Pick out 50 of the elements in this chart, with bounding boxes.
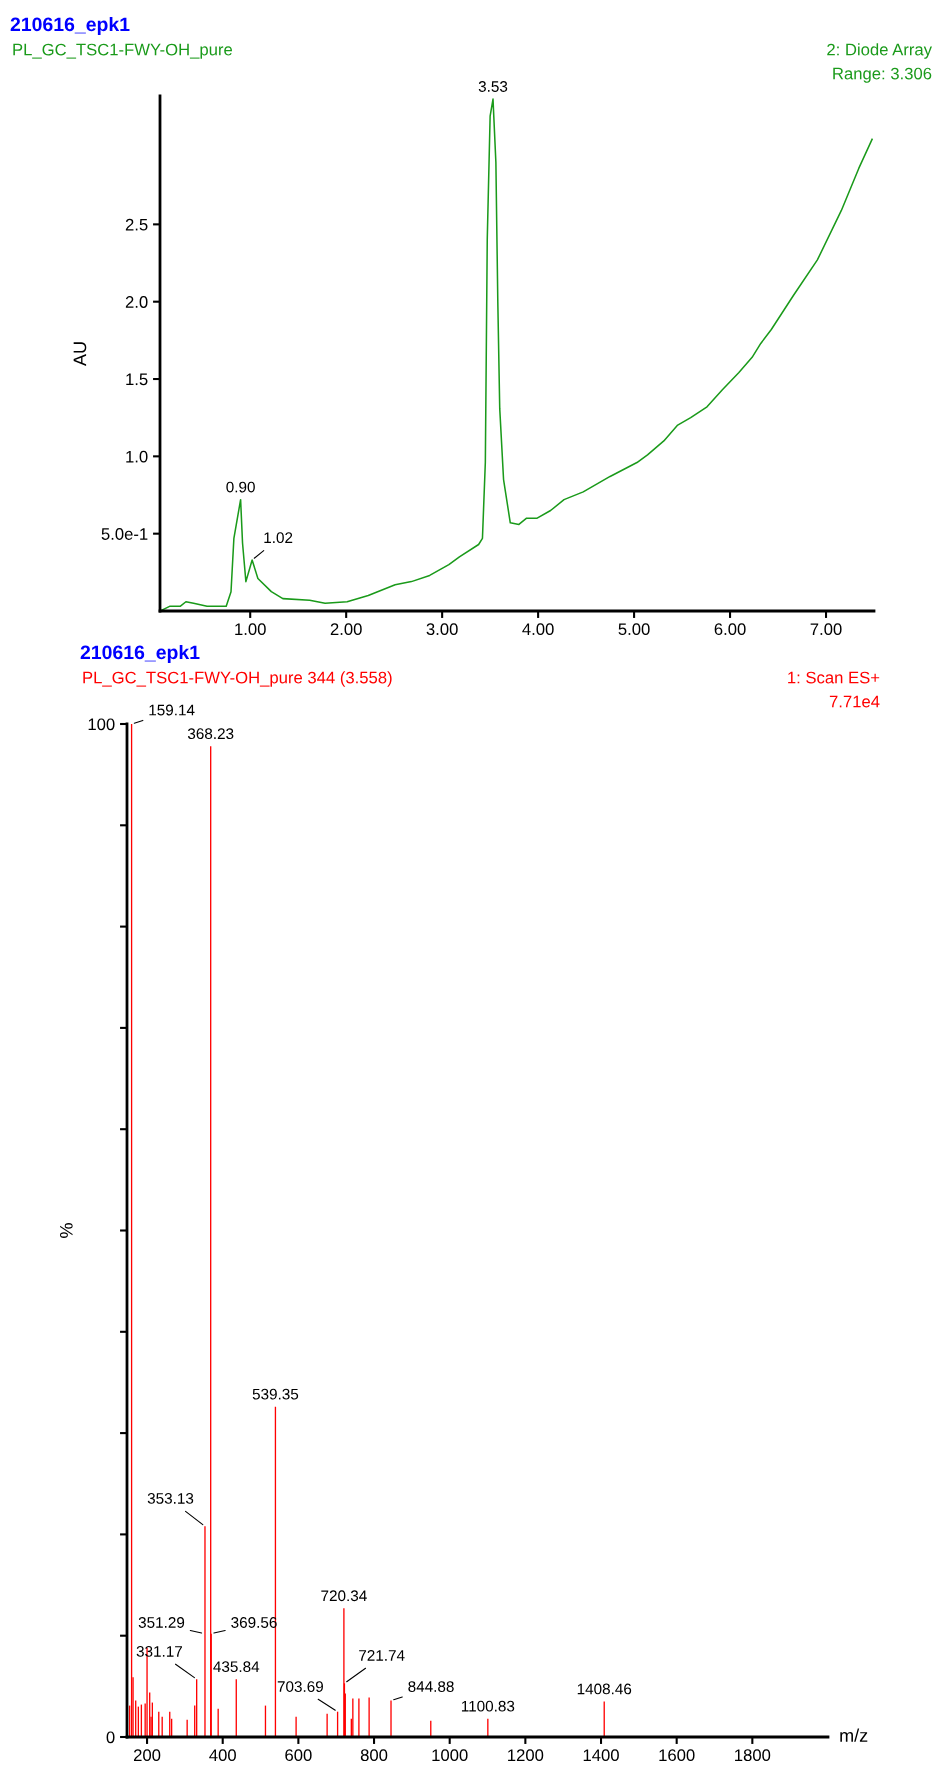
x-tick-label: 1000 bbox=[432, 1749, 468, 1762]
annotation: 1408.46 bbox=[577, 1683, 632, 1695]
chart-title: 210616_epk1 bbox=[10, 16, 130, 36]
x-tick-label: 6.00 bbox=[714, 623, 746, 636]
text: 7.71e4 bbox=[829, 695, 880, 708]
annotation: 159.14 bbox=[149, 704, 195, 716]
x-tick-label: 200 bbox=[133, 1749, 161, 1762]
annotation: 435.84 bbox=[213, 1661, 260, 1673]
y-tick-label: 1.0 bbox=[126, 450, 148, 463]
y-axis-title: % bbox=[60, 1223, 73, 1238]
x-tick-label: 1.00 bbox=[235, 623, 266, 636]
x-tick-label: 600 bbox=[285, 1749, 312, 1762]
chart-title: 210616_epk1 bbox=[80, 644, 200, 664]
y-tick-label: 100 bbox=[88, 718, 115, 731]
annotation: 844.88 bbox=[408, 1681, 454, 1692]
x-axis-title: m/z bbox=[840, 1728, 868, 1742]
x-tick-label: 2.00 bbox=[330, 623, 362, 636]
text: 1: Scan ES+ bbox=[788, 671, 880, 684]
x-tick-label: 3.00 bbox=[426, 623, 458, 636]
x-tick-label: 800 bbox=[360, 1749, 388, 1762]
annotation: 353.13 bbox=[147, 1493, 194, 1504]
chart-subtitle: PL_GC_TSC1-FWY-OH_pure bbox=[13, 43, 233, 59]
y-tick-label: 1.5 bbox=[126, 373, 148, 386]
x-tick-label: 400 bbox=[209, 1749, 236, 1762]
annotation: 539.35 bbox=[252, 1388, 299, 1400]
annotation: 351.29 bbox=[138, 1617, 185, 1628]
text: 2: Diode Array bbox=[827, 43, 932, 59]
x-tick-label: 1800 bbox=[735, 1749, 771, 1762]
y-tick-label: 2.5 bbox=[125, 218, 148, 231]
y-tick-label: 2.0 bbox=[125, 296, 148, 308]
x-tick-label: 1200 bbox=[508, 1749, 544, 1762]
chart-subtitle: PL_GC_TSC1-FWY-OH_pure 344 (3.558) bbox=[83, 671, 392, 687]
text: Range: 3.306 bbox=[833, 67, 932, 83]
annotation: 720.34 bbox=[321, 1590, 367, 1602]
annotation: 721.74 bbox=[359, 1650, 405, 1661]
x-tick-label: 7.00 bbox=[810, 623, 842, 636]
y-axis-title: AU bbox=[73, 342, 87, 366]
annotation: 703.69 bbox=[277, 1681, 323, 1692]
x-tick-label: 4.00 bbox=[522, 623, 554, 636]
annotation: 0.90 bbox=[226, 481, 255, 493]
line-series bbox=[160, 98, 873, 611]
annotation: 368.23 bbox=[187, 728, 234, 740]
y-tick-label: 0 bbox=[106, 1731, 115, 1744]
x-tick-label: 1600 bbox=[659, 1749, 695, 1762]
x-tick-label: 5.00 bbox=[618, 623, 650, 636]
y-tick-label: 5.0e-1 bbox=[101, 528, 148, 540]
x-tick-label: 1400 bbox=[583, 1749, 619, 1762]
annotation: 3.53 bbox=[478, 81, 508, 92]
annotation: 1100.83 bbox=[461, 1700, 515, 1712]
annotation: 1.02 bbox=[264, 532, 293, 544]
